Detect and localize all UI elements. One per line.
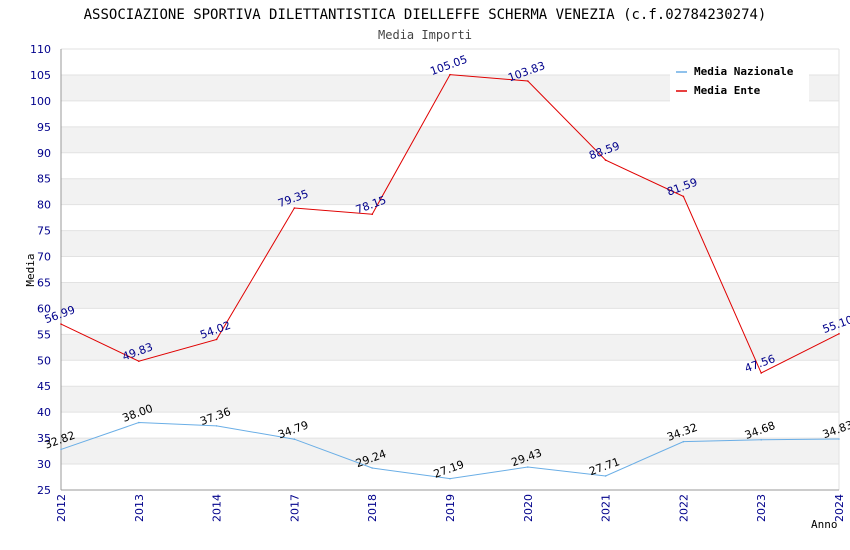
data-point — [527, 80, 529, 82]
data-point — [449, 73, 451, 76]
y-tick-label: 40 — [37, 406, 51, 419]
y-tick-label: 100 — [30, 95, 51, 108]
grid-band — [61, 126, 839, 153]
y-tick-label: 80 — [37, 199, 51, 212]
data-point — [838, 438, 840, 440]
y-tick-label: 105 — [30, 69, 51, 82]
grid-band — [61, 282, 839, 309]
data-point — [760, 372, 762, 374]
data-point — [293, 438, 296, 441]
x-tick-label: 2012 — [55, 494, 68, 522]
y-tick-label: 75 — [37, 225, 51, 238]
x-tick-label: 2024 — [833, 494, 846, 522]
series-layer — [60, 73, 840, 480]
x-tick-label: 2019 — [444, 494, 457, 522]
data-point — [838, 333, 840, 335]
series-line-media-ente — [60, 74, 840, 374]
data-point — [138, 360, 140, 362]
data-point — [371, 213, 374, 216]
y-tick-label: 60 — [37, 302, 51, 315]
y-tick-label: 25 — [37, 484, 51, 497]
data-point — [527, 466, 529, 468]
x-tick-label: 2020 — [522, 494, 535, 522]
x-tick-label: 2018 — [366, 494, 379, 522]
data-label: 105.05 — [428, 53, 469, 78]
x-tick-label: 2013 — [133, 494, 146, 522]
grid-band — [61, 178, 839, 205]
y-axis-ticks: 25 30 35 40 45 50 55 60 65 70 75 80 85 90 95 100 105 110 — [30, 43, 51, 497]
y-tick-label: 50 — [37, 354, 51, 367]
y-tick-label: 70 — [37, 251, 51, 264]
data-point — [293, 207, 296, 209]
grid-band — [61, 438, 839, 465]
data-point — [449, 477, 451, 480]
grid-lines — [61, 48, 840, 491]
y-tick-label: 95 — [37, 121, 51, 134]
x-axis-ticks: 2012 2013 2014 2017 2018 2019 2020 2021 2022 2023… — [55, 494, 846, 522]
grid-bands — [61, 74, 839, 465]
x-tick-label: 2023 — [755, 494, 768, 522]
x-tick-label: 2014 — [211, 494, 224, 522]
legend-label-media-ente: Media Ente — [694, 84, 761, 97]
legend-label-media-nazionale: Media Nazionale — [694, 65, 794, 78]
data-point — [215, 338, 218, 341]
y-axis-title: Media — [24, 253, 37, 286]
chart-title: ASSOCIAZIONE SPORTIVA DILETTANTISTICA DI… — [84, 7, 767, 23]
y-tick-label: 65 — [37, 276, 51, 289]
data-point — [604, 159, 607, 161]
data-point — [760, 438, 762, 441]
data-point — [60, 323, 62, 325]
x-tick-label: 2017 — [288, 494, 301, 522]
grid-band — [61, 334, 839, 361]
data-point — [682, 440, 685, 443]
grid-band — [61, 230, 839, 257]
y-tick-label: 90 — [37, 147, 51, 160]
y-tick-label: 110 — [30, 43, 51, 56]
legend-box — [670, 60, 809, 102]
x-tick-label: 2022 — [677, 494, 690, 522]
data-point — [60, 448, 62, 451]
y-tick-label: 35 — [37, 432, 51, 445]
y-tick-label: 55 — [37, 328, 51, 341]
y-tick-label: 85 — [37, 173, 51, 186]
data-point — [682, 195, 685, 198]
data-point — [371, 467, 374, 469]
legend: Media Nazionale Media Ente — [670, 60, 809, 102]
data-point — [138, 421, 140, 424]
y-tick-label: 45 — [37, 380, 51, 393]
chart-subtitle: Media Importi — [378, 28, 472, 42]
data-label: 55.10 — [821, 313, 850, 336]
x-axis-title: Anno — [811, 518, 838, 531]
grid-band — [61, 386, 839, 413]
data-point — [215, 425, 218, 427]
x-tick-label: 2021 — [600, 494, 613, 522]
data-point — [604, 475, 607, 477]
y-tick-label: 30 — [37, 458, 51, 471]
